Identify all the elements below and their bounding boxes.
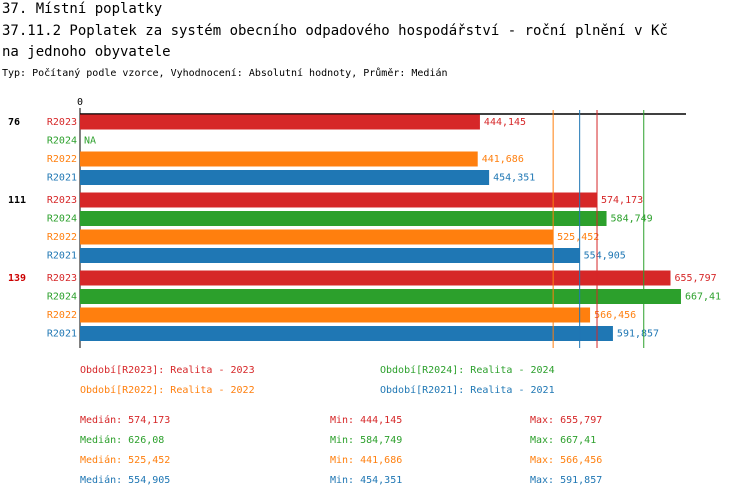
median-stat: Medián: 574,173 <box>80 414 170 426</box>
x-tick-label: 0 <box>77 97 83 108</box>
value-label: 655,797 <box>675 273 717 284</box>
bar <box>80 211 607 226</box>
row-label: R2023 <box>47 117 77 128</box>
max-stat: Max: 655,797 <box>530 415 602 426</box>
value-label: 441,686 <box>482 154 524 165</box>
min-stat: Min: 454,351 <box>330 475 402 486</box>
median-stat: Medián: 626,08 <box>80 434 164 446</box>
row-label: R2022 <box>47 232 77 243</box>
bar <box>80 307 591 323</box>
row-label: R2022 <box>47 154 77 165</box>
min-stat: Min: 441,686 <box>330 455 402 466</box>
value-label: 554,905 <box>584 251 626 262</box>
group-label: 139 <box>8 273 26 284</box>
max-stat: Max: 667,41 <box>530 435 596 446</box>
bar <box>80 114 480 130</box>
chart-subtitle: Typ: Počítaný podle vzorce, Vyhodnocení:… <box>2 67 448 79</box>
row-label: R2023 <box>47 273 77 284</box>
value-label: 454,351 <box>493 173 535 184</box>
bar <box>80 248 580 263</box>
chart-title: 37.11.2 Poplatek za systém obecního odpa… <box>2 23 668 39</box>
legend-entry: Období[R2024]: Realita - 2024 <box>380 364 555 376</box>
bar <box>80 170 490 185</box>
group-label: 111 <box>8 195 26 206</box>
legend-entry: Období[R2023]: Realita - 2023 <box>80 364 255 376</box>
value-label: 667,41 <box>685 292 721 303</box>
row-label: R2024 <box>47 214 77 225</box>
value-label: 525,452 <box>557 232 599 243</box>
chart-title: 37. Místní poplatky <box>2 1 162 17</box>
bar <box>80 289 681 304</box>
group-label: 76 <box>8 117 20 128</box>
min-stat: Min: 444,145 <box>330 415 402 426</box>
bar <box>80 229 554 245</box>
bar <box>80 326 613 341</box>
row-label: R2024 <box>47 136 77 147</box>
value-label: 584,749 <box>611 214 653 225</box>
row-label: R2023 <box>47 195 77 206</box>
value-label: NA <box>84 136 96 147</box>
bar <box>80 151 478 167</box>
row-label: R2021 <box>47 329 77 340</box>
value-label: 566,456 <box>594 310 636 321</box>
row-label: R2022 <box>47 310 77 321</box>
row-label: R2021 <box>47 251 77 262</box>
median-stat: Medián: 554,905 <box>80 474 170 486</box>
median-stat: Medián: 525,452 <box>80 454 170 466</box>
row-label: R2021 <box>47 173 77 184</box>
max-stat: Max: 566,456 <box>530 455 602 466</box>
legend-entry: Období[R2021]: Realita - 2021 <box>380 384 555 396</box>
row-label: R2024 <box>47 292 77 303</box>
bar <box>80 270 671 286</box>
max-stat: Max: 591,857 <box>530 475 602 486</box>
chart-title: na jednoho obyvatele <box>2 44 171 60</box>
value-label: 444,145 <box>484 117 526 128</box>
legend-entry: Období[R2022]: Realita - 2022 <box>80 384 255 396</box>
min-stat: Min: 584,749 <box>330 435 402 446</box>
value-label: 591,857 <box>617 329 659 340</box>
value-label: 574,173 <box>601 195 643 206</box>
bar <box>80 192 598 208</box>
